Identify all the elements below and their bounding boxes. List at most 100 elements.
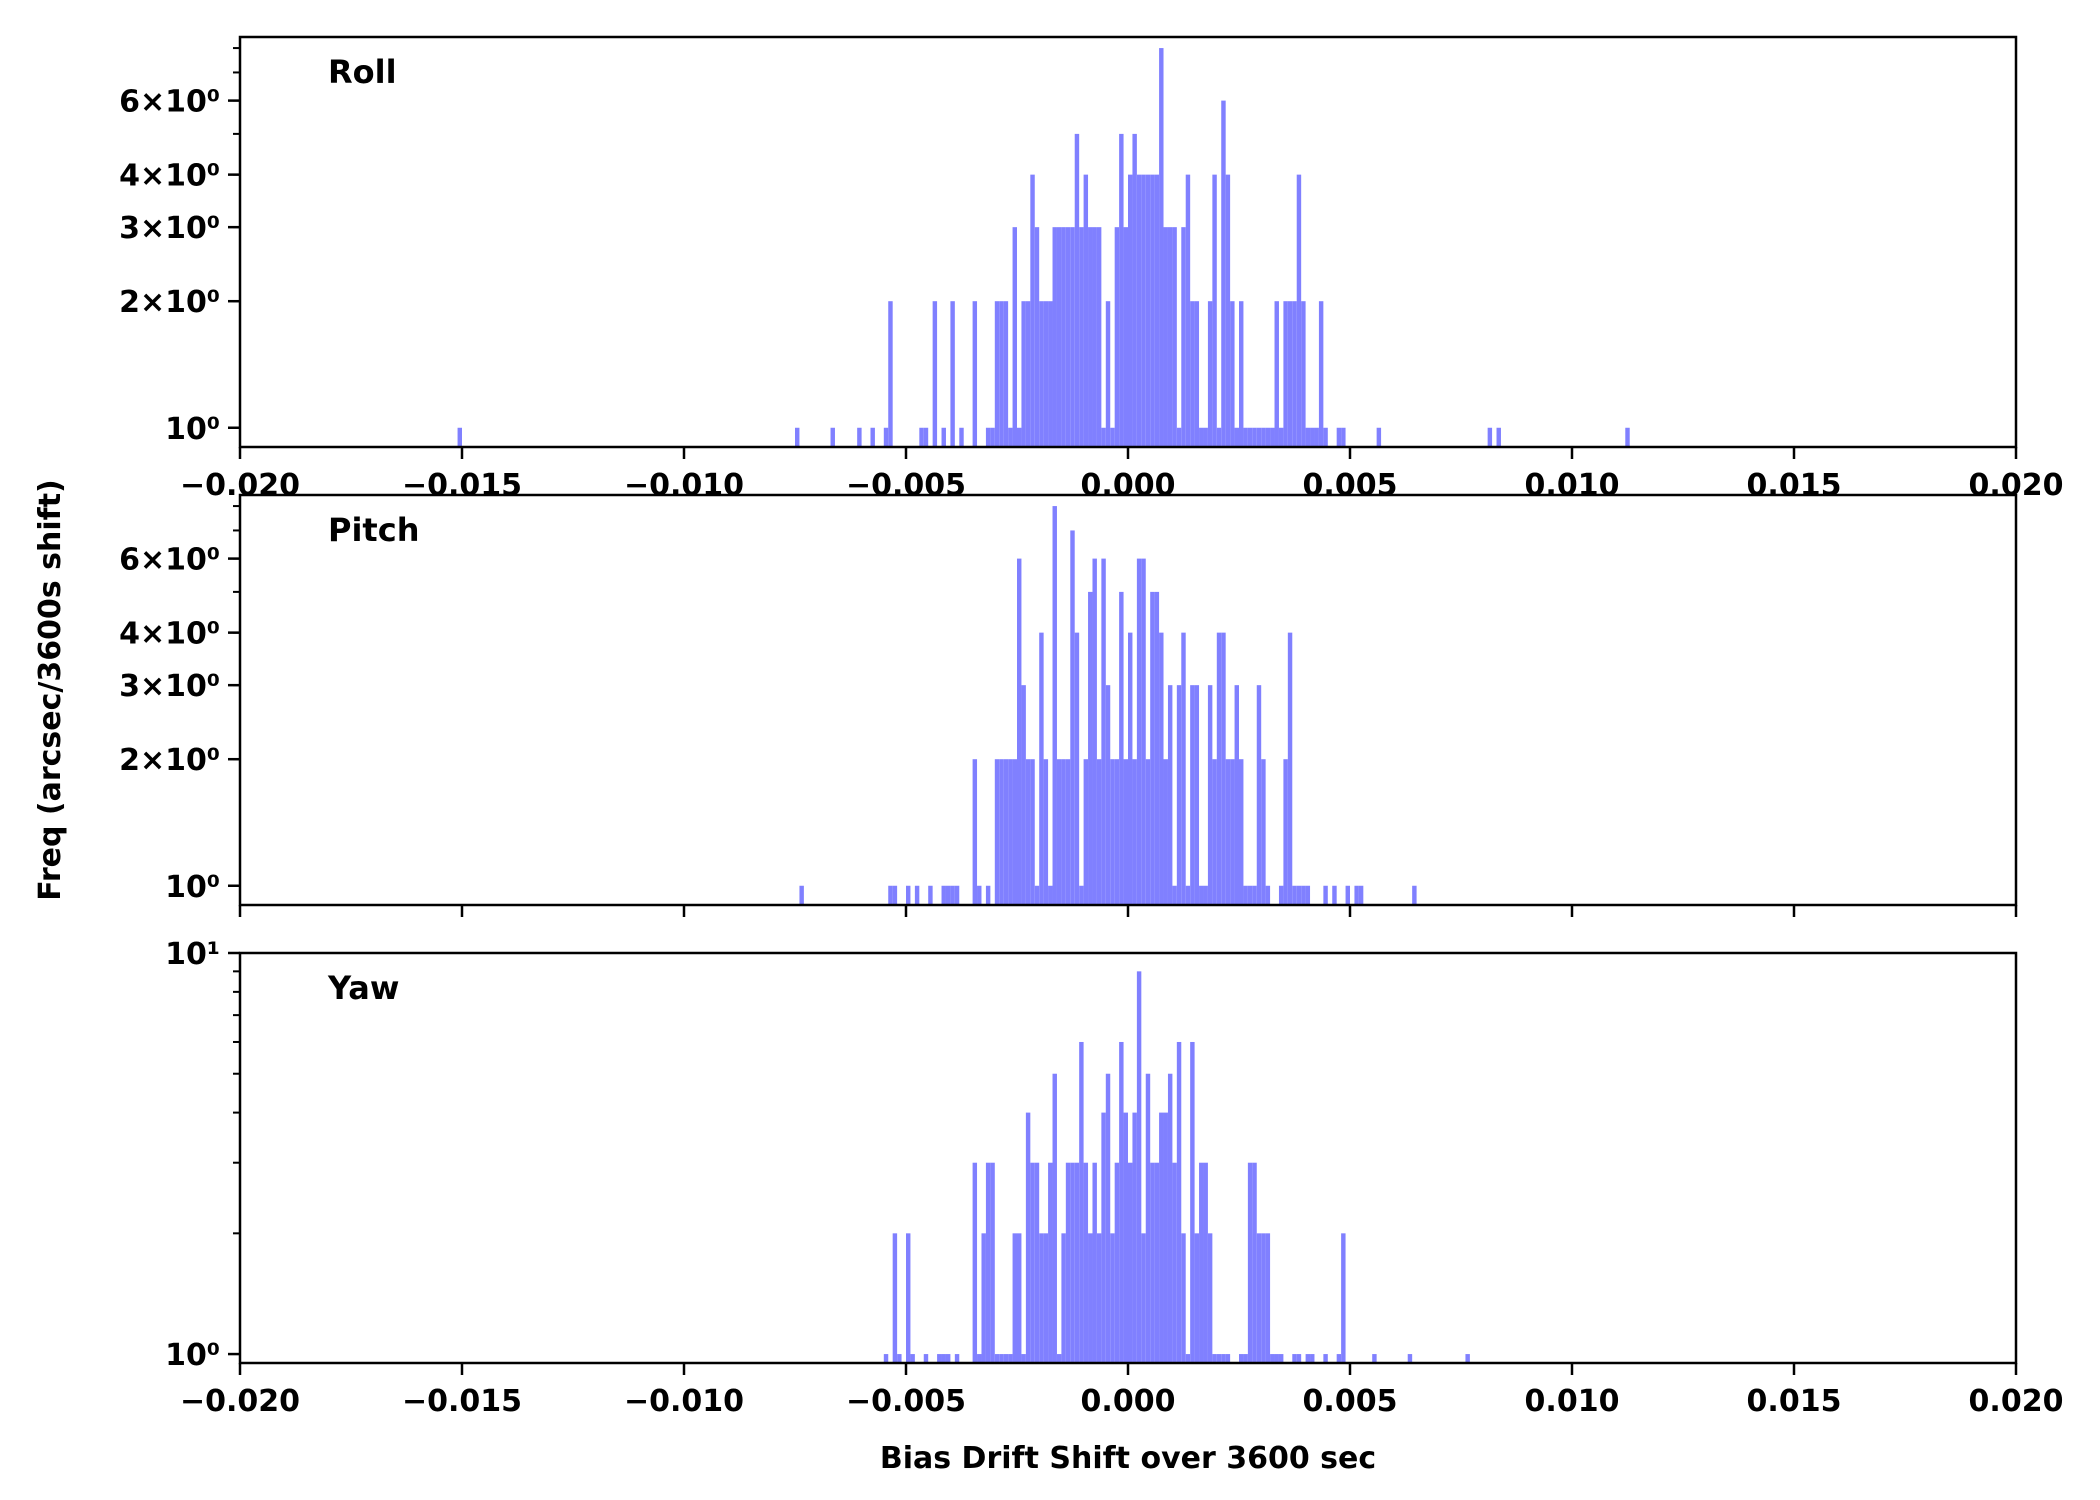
- histogram-bar: [1083, 1162, 1089, 1363]
- x-axis-title: Bias Drift Shift over 3600 sec: [880, 1441, 1376, 1476]
- histogram-bar: [999, 759, 1004, 905]
- histogram-bar: [1159, 632, 1164, 905]
- histogram-bar: [1052, 506, 1057, 905]
- histogram-bar: [1207, 1233, 1213, 1363]
- histogram-bar: [799, 885, 804, 905]
- yticks: 10⁰ 2×10⁰ 3×10⁰ 4×10⁰ 6×10⁰: [119, 543, 240, 905]
- histogram-bar: [888, 301, 893, 447]
- histogram-bar: [1123, 227, 1128, 447]
- ytick-label: 3×10⁰: [119, 669, 220, 704]
- panel-yaw: 10⁰ 10¹ −0.020 −0.015 −0.010 −0.005 0.000 0.005…: [165, 937, 2063, 1419]
- histogram-bar: [1314, 427, 1319, 447]
- histogram-bar: [1358, 885, 1364, 905]
- histogram-bar: [1083, 759, 1089, 905]
- ytick-label: 10⁰: [165, 412, 220, 447]
- histogram-bar: [977, 885, 982, 905]
- histogram-bar: [1012, 759, 1017, 905]
- histogram-bar: [1225, 1354, 1231, 1363]
- histogram-bar: [1136, 971, 1142, 1363]
- histogram-bar: [1305, 1354, 1311, 1363]
- histogram-bar: [1088, 1233, 1093, 1363]
- histogram-bar: [928, 885, 933, 905]
- ytick-label: 10¹: [165, 937, 220, 972]
- histogram-bar: [1190, 1041, 1195, 1363]
- histogram-bar: [1292, 301, 1297, 447]
- histogram-bar: [1008, 1354, 1013, 1363]
- histogram-bar: [1252, 427, 1257, 447]
- histogram-bar: [830, 427, 835, 447]
- histogram-bar: [1239, 1354, 1244, 1363]
- histogram-bar: [1323, 427, 1328, 447]
- histogram-bar: [985, 885, 991, 905]
- y-axis-title: Freq (arcsec/3600s shift): [33, 479, 68, 901]
- xtick-label: 0.015: [1747, 1384, 1842, 1419]
- ytick-label: 3×10⁰: [119, 211, 220, 246]
- histogram-bar: [1048, 1162, 1053, 1363]
- histogram-bar: [999, 1354, 1004, 1363]
- histogram-bar: [1225, 759, 1231, 905]
- histogram-bar: [906, 885, 911, 905]
- histogram-bar: [1088, 591, 1093, 905]
- histogram-bar: [1154, 174, 1160, 447]
- histogram-bar: [1194, 685, 1200, 905]
- histogram-bar: [1212, 174, 1217, 447]
- histogram-bar: [1092, 1162, 1097, 1363]
- histogram-bar: [1292, 1354, 1297, 1363]
- histogram-bar: [999, 301, 1004, 447]
- histogram-bar: [1056, 759, 1062, 905]
- histogram-bar: [945, 885, 951, 905]
- axes-frame: [238, 35, 2018, 449]
- histogram-bar: [1163, 227, 1168, 447]
- histogram-bar: [1123, 759, 1128, 905]
- histogram-bar: [1199, 885, 1204, 905]
- histogram-bar: [1136, 558, 1142, 905]
- histogram-bar: [1345, 885, 1350, 905]
- histogram-bar: [972, 759, 978, 905]
- histogram-bar: [1376, 427, 1382, 447]
- bars-yaw: [883, 971, 1470, 1363]
- histogram-bar: [892, 885, 898, 905]
- histogram-bar: [1128, 1162, 1133, 1363]
- histogram-bar: [1239, 759, 1244, 905]
- bars-roll: [457, 48, 1630, 447]
- histogram-bar: [1074, 1162, 1080, 1363]
- histogram-bar: [950, 885, 955, 905]
- histogram-bar: [1172, 885, 1177, 905]
- histogram-bar: [1234, 427, 1239, 447]
- histogram-bar: [870, 427, 875, 447]
- histogram-bar: [923, 1354, 929, 1363]
- histogram-bar: [1310, 427, 1315, 447]
- histogram-bar: [1159, 48, 1164, 447]
- histogram-bar: [883, 427, 889, 447]
- xtick-label: −0.020: [180, 1384, 300, 1419]
- histogram-bar: [1407, 1354, 1413, 1363]
- histogram-bar: [1190, 301, 1195, 447]
- histogram-bar: [1039, 632, 1044, 905]
- axes-frame: [238, 951, 2018, 1365]
- histogram-bar: [1167, 227, 1173, 447]
- histogram-bar: [1043, 1233, 1049, 1363]
- histogram-bar: [994, 301, 1000, 447]
- histogram-bar: [1256, 1233, 1262, 1363]
- histogram-bar: [914, 885, 920, 905]
- histogram-bar: [1496, 427, 1501, 447]
- histogram-bar: [1150, 174, 1155, 447]
- xtick-label: 0.010: [1525, 1384, 1620, 1419]
- histogram-bar: [1212, 1354, 1217, 1363]
- histogram-bar: [1145, 174, 1151, 447]
- histogram-bar: [985, 1162, 991, 1363]
- histogram-bar: [994, 759, 1000, 905]
- histogram-bar: [981, 1233, 986, 1363]
- histogram-bar: [919, 427, 924, 447]
- histogram-bar: [1292, 885, 1297, 905]
- histogram-bar: [1070, 227, 1075, 447]
- histogram-bar: [1105, 685, 1111, 905]
- histogram-bar: [1239, 301, 1244, 447]
- histogram-bar: [1065, 1162, 1071, 1363]
- histogram-bar: [1008, 427, 1013, 447]
- histogram-bar: [990, 1162, 995, 1363]
- bars-pitch: [799, 506, 1417, 905]
- histogram-bar: [1252, 885, 1257, 905]
- histogram-bar: [1110, 759, 1115, 905]
